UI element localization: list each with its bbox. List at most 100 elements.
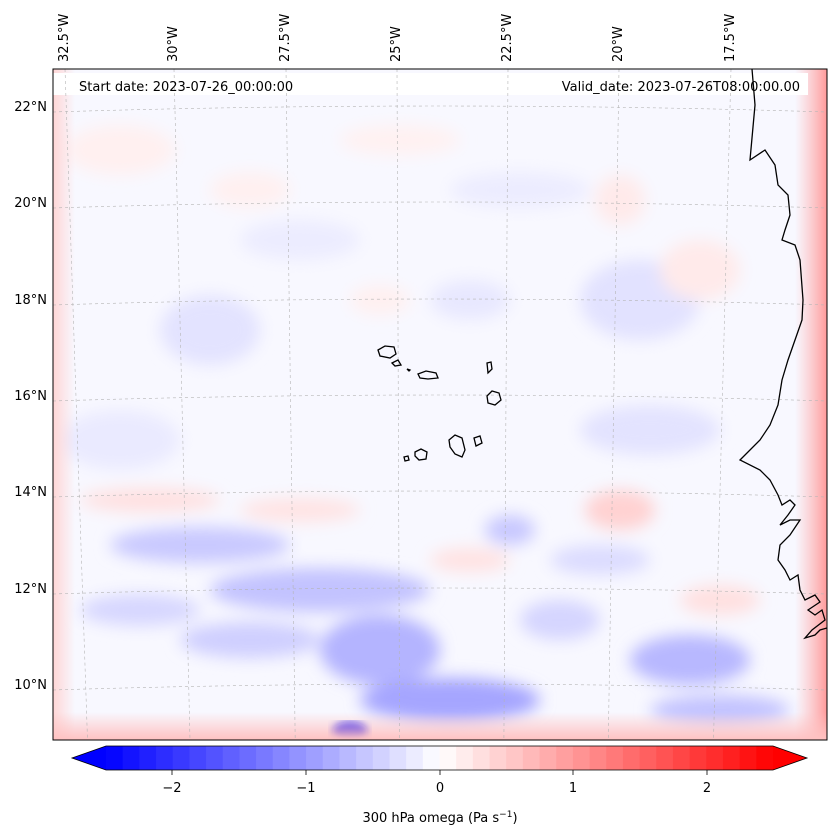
colorbar-tick-label-neg2: −2 <box>162 781 181 796</box>
island-brava <box>403 455 410 462</box>
colorbar-cell <box>189 746 207 770</box>
annotation-band <box>53 73 808 95</box>
colorbar-cell <box>522 746 541 770</box>
colorbar-cell <box>739 746 757 770</box>
africa-coast <box>738 69 827 640</box>
colorbar-label-superscript: −1 <box>499 810 512 820</box>
colorbar-cell <box>206 746 224 770</box>
graticule-meridian <box>173 69 191 740</box>
colorbar-cells <box>106 746 774 770</box>
colorbar-cell <box>122 746 140 770</box>
colorbar-cell <box>472 746 491 770</box>
colorbar-cell <box>339 746 357 770</box>
island-santiago <box>448 434 466 458</box>
colorbar-cell <box>372 746 391 770</box>
colorbar-extend-max <box>773 746 807 770</box>
graticule-meridian <box>396 69 400 740</box>
colorbar-cell <box>439 746 457 770</box>
colorbar-cell <box>322 746 341 770</box>
graticule-meridian <box>713 69 732 740</box>
colorbar-tick-label-neg1: −1 <box>296 781 315 796</box>
colorbar-cell <box>622 746 641 770</box>
colorbar-cell <box>422 746 441 770</box>
lat-label-10n: 10°N <box>14 678 47 693</box>
graticule-meridian <box>285 69 296 740</box>
lon-label-20w: 20°W <box>611 26 626 62</box>
colorbar-cell <box>456 746 474 770</box>
graticule-meridian <box>64 69 88 740</box>
lat-label-20n: 20°N <box>14 196 47 211</box>
island-boa-vista <box>486 390 502 406</box>
island-sal <box>486 361 493 375</box>
colorbar-label-close: ) <box>512 811 517 826</box>
start-date-label: Start date: 2023-07-26_00:00:00 <box>79 80 293 95</box>
colorbar-cell <box>406 746 424 770</box>
colorbar-cell <box>606 746 624 770</box>
lat-label-16n: 16°N <box>14 389 47 404</box>
colorbar-cell <box>656 746 674 770</box>
colorbar-cell <box>389 746 407 770</box>
colorbar-cell <box>706 746 724 770</box>
lon-label-32-5w: 32.5°W <box>57 14 72 62</box>
graticule-parallel <box>53 683 827 691</box>
graticule-parallel <box>53 587 827 595</box>
colorbar-cell <box>306 746 324 770</box>
lon-label-30w: 30°W <box>166 26 181 62</box>
lat-label-22n: 22°N <box>14 100 47 115</box>
colorbar-label-main: 300 hPa omega (Pa s <box>362 811 499 826</box>
graticule-parallel <box>53 201 827 209</box>
boundary-right <box>795 69 827 740</box>
colorbar-cell <box>672 746 691 770</box>
graticule-parallel <box>53 105 827 113</box>
colorbar-cell <box>572 746 591 770</box>
island-fogo <box>414 448 428 461</box>
lon-label-25w: 25°W <box>389 26 404 62</box>
colorbar-cell <box>489 746 507 770</box>
colorbar-cell <box>222 746 241 770</box>
coastlines <box>377 69 827 640</box>
colorbar-cell <box>356 746 374 770</box>
island-sao-vicente <box>390 359 403 367</box>
valid-date-label: Valid_date: 2023-07-26T08:00:00.00 <box>562 80 800 95</box>
lat-label-14n: 14°N <box>14 485 47 500</box>
island-sao-nicolau <box>417 370 439 380</box>
colorbar-outline <box>70 745 809 771</box>
colorbar-cell <box>756 746 774 770</box>
colorbar-cell <box>156 746 174 770</box>
colorbar-cell <box>589 746 607 770</box>
colorbar-tick-label-1: 1 <box>569 781 577 796</box>
colorbar-cell <box>139 746 157 770</box>
graticule-meridian <box>608 69 620 740</box>
colorbar-label: 300 hPa omega (Pa s−1) <box>362 810 517 826</box>
colorbar-cell <box>106 746 124 770</box>
colorbar-cell <box>239 746 257 770</box>
colorbar-cell <box>506 746 524 770</box>
latitude-labels: 22°N 20°N 18°N 16°N 14°N 12°N 10°N <box>14 100 47 693</box>
colorbar-tick-label-2: 2 <box>703 781 711 796</box>
lon-label-22-5w: 22.5°W <box>500 14 515 62</box>
colorbar-cell <box>256 746 274 770</box>
graticule-parallel <box>53 298 827 306</box>
boundary-bottom <box>53 712 827 740</box>
lat-label-12n: 12°N <box>14 582 47 597</box>
colorbar-cell <box>539 746 557 770</box>
colorbar-extend-min <box>72 746 106 770</box>
colorbar-cell <box>639 746 657 770</box>
colorbar-cell <box>272 746 291 770</box>
island-santo-antao <box>377 345 397 359</box>
map-frame <box>52 68 828 741</box>
graticule-meridian <box>503 69 509 740</box>
omega-field <box>53 69 827 740</box>
lon-label-17-5w: 17.5°W <box>723 14 738 62</box>
colorbar-cell <box>722 746 741 770</box>
colorbar: −2 −1 0 1 2 300 hPa omega (Pa s−1) <box>70 745 809 826</box>
colorbar-ticks <box>171 770 708 775</box>
graticule-parallel <box>53 490 827 498</box>
longitude-labels: 32.5°W 30°W 27.5°W 25°W 22.5°W 20°W 17.5… <box>57 14 738 62</box>
island-maio <box>473 435 483 447</box>
island-santa-luzia <box>406 368 412 372</box>
colorbar-cell <box>289 746 307 770</box>
colorbar-tick-label-0: 0 <box>436 781 444 796</box>
lon-label-27-5w: 27.5°W <box>278 14 293 62</box>
